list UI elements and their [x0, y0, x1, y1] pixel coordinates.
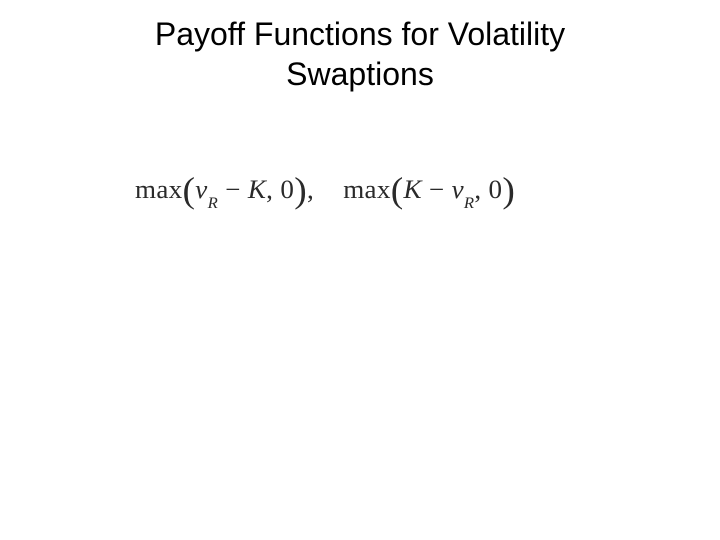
payoff-call-formula: max(vR − K, 0), [135, 175, 314, 209]
minus-2: − [429, 175, 445, 204]
var-v-1: v [195, 175, 207, 204]
var-K-2: K [403, 175, 421, 204]
max-fn-2: max [343, 175, 390, 204]
formula-block: max(vR − K, 0), max(K − vR, 0) [135, 175, 515, 209]
minus-1: − [225, 175, 241, 204]
zero-2: 0 [489, 175, 503, 204]
title-line-1: Payoff Functions for Volatility [155, 16, 565, 52]
sub-R-1: R [208, 195, 218, 212]
var-K-1: K [248, 175, 266, 204]
payoff-put-formula: max(K − vR, 0) [343, 175, 515, 209]
max-fn-1: max [135, 175, 182, 204]
title-line-2: Swaptions [286, 56, 434, 92]
comma-1a: , [266, 175, 273, 204]
sub-R-2: R [464, 195, 474, 212]
comma-2a: , [474, 175, 481, 204]
comma-sep: , [307, 175, 314, 204]
var-v-2: v [452, 175, 464, 204]
slide-title: Payoff Functions for Volatility Swaption… [0, 0, 720, 94]
zero-1: 0 [280, 175, 294, 204]
